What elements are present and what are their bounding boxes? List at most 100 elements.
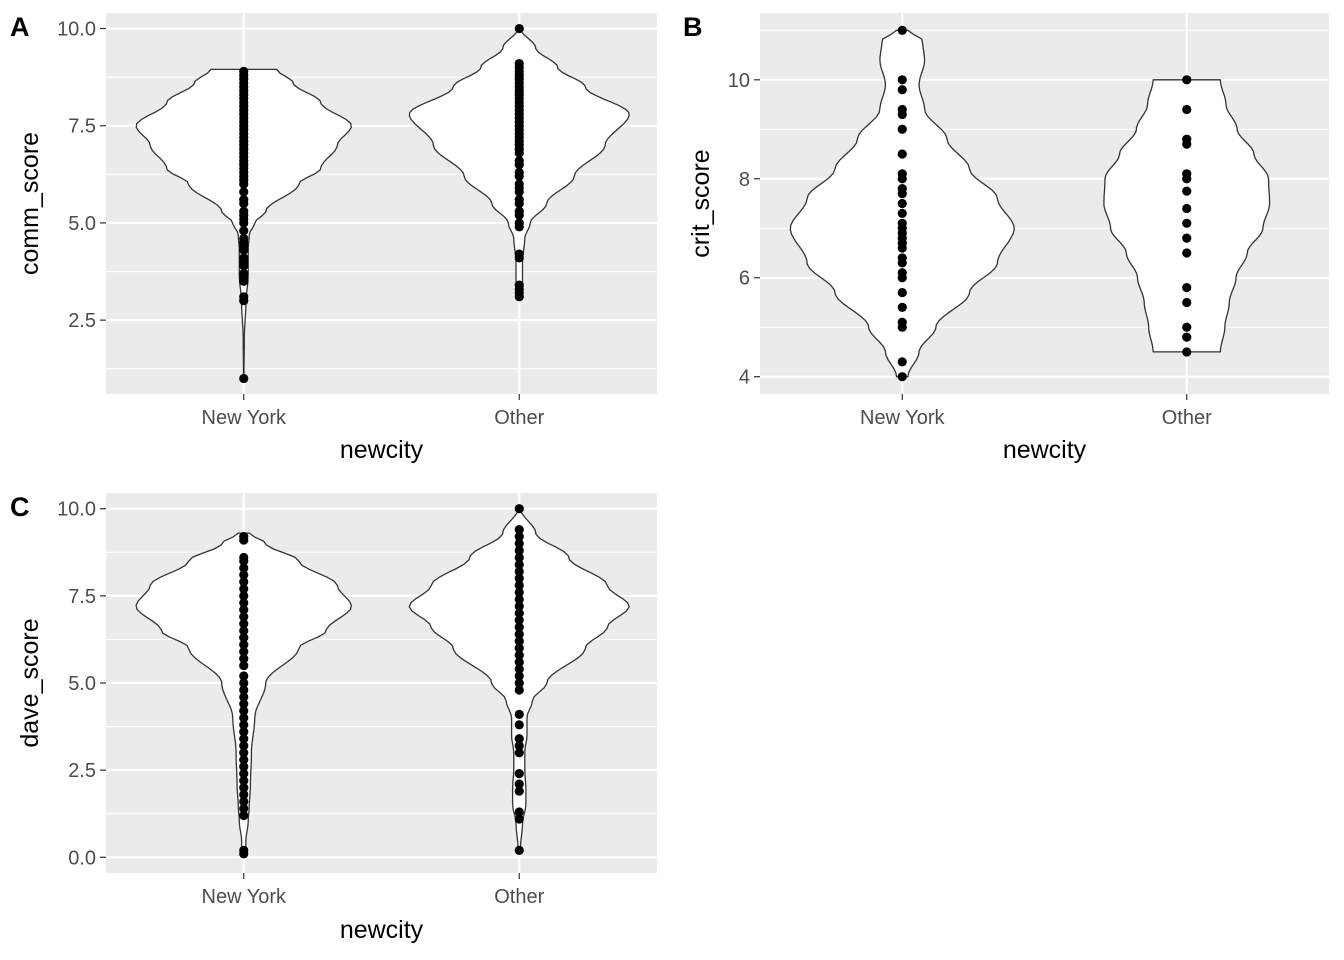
data-point: [239, 253, 249, 263]
data-point: [1182, 203, 1192, 214]
x-tick-label: Other: [494, 886, 544, 908]
data-point: [1182, 332, 1192, 342]
data-point: [239, 706, 249, 716]
data-point: [239, 584, 249, 594]
data-point: [514, 552, 524, 563]
data-point: [239, 660, 249, 671]
data-point: [514, 249, 524, 259]
y-tick-label: 10.0: [57, 499, 96, 521]
x-tick-label: Other: [494, 407, 544, 429]
data-point: [239, 685, 249, 695]
data-point: [514, 636, 524, 646]
data-point: [239, 734, 249, 744]
data-point: [514, 559, 524, 570]
data-point: [897, 208, 907, 218]
y-tick-label: 10.0: [57, 19, 96, 41]
data-point: [239, 671, 249, 681]
panel-tag: B: [683, 12, 703, 42]
data-point: [514, 845, 524, 855]
data-point: [239, 727, 249, 737]
data-point: [1182, 104, 1192, 115]
data-point: [514, 545, 524, 556]
data-point: [514, 594, 524, 604]
y-axis-title: crit_score: [687, 149, 715, 257]
plot-background: [106, 13, 657, 394]
data-point: [897, 149, 907, 159]
data-point: [514, 538, 524, 549]
x-tick-label: New York: [202, 886, 287, 908]
x-tick-label: Other: [1162, 407, 1212, 429]
data-point: [1182, 347, 1192, 357]
data-point: [239, 796, 249, 807]
y-tick-label: 7.5: [68, 586, 96, 608]
data-point: [514, 709, 524, 719]
y-axis-title: comm_score: [16, 132, 44, 275]
data-point: [897, 85, 907, 95]
data-point: [239, 755, 249, 765]
data-point: [514, 814, 524, 824]
data-point: [514, 156, 524, 166]
data-point: [897, 104, 907, 115]
data-point: [239, 776, 249, 786]
data-point: [239, 605, 249, 615]
data-point: [514, 779, 524, 789]
data-point: [514, 734, 524, 744]
data-point: [514, 664, 524, 674]
data-point: [239, 612, 249, 622]
data-point: [514, 23, 524, 34]
data-point: [239, 789, 249, 800]
data-point: [897, 372, 907, 382]
data-point: [514, 786, 524, 796]
data-point: [514, 657, 524, 667]
data-point: [239, 782, 249, 793]
data-point: [514, 58, 524, 69]
data-point: [897, 184, 907, 194]
y-tick-label: 5.0: [68, 673, 96, 695]
data-point: [514, 685, 524, 695]
data-point: [514, 629, 524, 639]
data-point: [897, 169, 907, 179]
panel-b: 4 6 8 10 New York Other newcity crit_score B: [683, 12, 1329, 464]
data-point: [239, 268, 249, 279]
data-point: [239, 187, 249, 197]
y-tick-label: 4: [739, 367, 750, 389]
data-point: [514, 195, 524, 205]
data-point: [1182, 218, 1192, 228]
data-point: [239, 653, 249, 664]
data-point: [239, 591, 249, 601]
data-point: [514, 167, 524, 177]
data-point: [239, 626, 249, 636]
data-point: [239, 373, 249, 384]
data-point: [514, 218, 524, 228]
data-point: [514, 643, 524, 653]
data-point: [514, 206, 524, 216]
violin-other: [1103, 79, 1271, 353]
data-point: [239, 552, 249, 563]
y-tick-label: 2.5: [68, 760, 96, 782]
data-point: [239, 598, 249, 608]
data-point: [239, 769, 249, 779]
data-point: [239, 633, 249, 643]
y-tick-label: 6: [739, 268, 750, 290]
data-point: [239, 206, 249, 216]
data-point: [897, 317, 907, 327]
data-point: [239, 226, 249, 236]
data-point: [239, 570, 249, 580]
x-axis-title: newcity: [340, 436, 424, 464]
x-tick-label: New York: [202, 407, 287, 429]
data-point: [239, 810, 249, 821]
data-point: [239, 741, 249, 751]
data-point: [514, 573, 524, 584]
data-point: [239, 803, 249, 814]
data-point: [1182, 233, 1192, 243]
data-point: [1182, 322, 1192, 332]
data-point: [239, 619, 249, 629]
data-point: [514, 615, 524, 625]
panel-tag: A: [10, 12, 30, 42]
data-point: [239, 720, 249, 730]
data-point: [1182, 134, 1192, 144]
data-point: [239, 762, 249, 772]
data-point: [239, 292, 249, 302]
data-point: [897, 357, 907, 367]
